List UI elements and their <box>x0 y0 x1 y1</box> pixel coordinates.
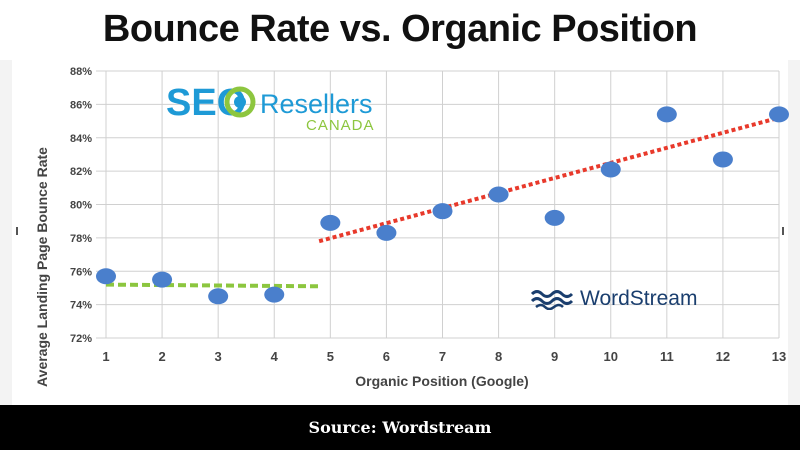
data-point <box>656 106 677 123</box>
x-tick-label: 12 <box>716 349 730 364</box>
source-footer-text: Source: Wordstream <box>308 418 492 437</box>
data-point <box>320 214 341 231</box>
data-point <box>712 151 733 168</box>
frame-edge-left <box>0 60 12 405</box>
scatter-chart: 72%74%76%78%80%82%84%86%88% 1 2 3 4 5 6 7 8 9 10 1… <box>34 66 789 389</box>
wordstream-logo: WordStream <box>530 284 730 314</box>
seo-swirl-icon <box>224 86 256 118</box>
y-tick-label: 86% <box>70 99 92 111</box>
data-point <box>264 286 285 303</box>
seo-resellers-logo: SEO Resellers CANADA <box>166 75 386 135</box>
x-tick-label: 8 <box>495 349 502 364</box>
y-tick-label: 76% <box>70 266 92 278</box>
seo-logo-canada: CANADA <box>306 117 375 134</box>
y-tick-label: 74% <box>70 300 92 312</box>
x-tick-label: 1 <box>102 349 109 364</box>
wordstream-logo-text: WordStream <box>580 287 698 310</box>
trendline-positions-5-13 <box>318 115 780 244</box>
data-point <box>152 271 173 288</box>
y-tick-label: 88% <box>70 66 92 78</box>
data-point <box>544 209 565 226</box>
y-tick-label: 84% <box>70 133 92 145</box>
data-point <box>769 106 789 123</box>
trendline-positions-1-4 <box>105 282 320 289</box>
data-point <box>600 161 621 178</box>
y-tick-label: 80% <box>70 200 92 212</box>
seo-swirl-center-icon <box>234 96 246 108</box>
x-axis-label: Organic Position (Google) <box>355 373 528 389</box>
edge-tick-right <box>782 227 784 235</box>
points-layer <box>96 106 789 305</box>
trendline-layer <box>105 115 780 289</box>
x-tick-label: 10 <box>604 349 618 364</box>
x-tick-label: 4 <box>271 349 279 364</box>
y-tick-label: 72% <box>70 333 92 345</box>
edge-tick-left <box>16 227 18 235</box>
x-tick-label: 6 <box>383 349 390 364</box>
data-point <box>432 203 453 220</box>
grid-layer <box>96 70 780 339</box>
data-point <box>208 288 229 305</box>
x-tick-label: 5 <box>327 349 334 364</box>
x-tick-label: 13 <box>772 349 786 364</box>
data-point <box>96 268 116 285</box>
seo-logo-resellers: Resellers <box>260 89 373 119</box>
x-tick-labels: 1 2 3 4 5 6 7 8 9 10 11 12 13 <box>102 349 786 364</box>
y-tick-label: 78% <box>70 233 92 245</box>
x-tick-label: 7 <box>439 349 446 364</box>
frame-edge-right <box>788 60 800 405</box>
data-point <box>376 224 397 241</box>
y-tick-labels: 72% 74% 76% 78% 80% 82% 84% 86% 88% <box>70 66 92 345</box>
chart-title: Bounce Rate vs. Organic Position <box>102 8 698 50</box>
wordstream-wave-icon <box>530 290 574 310</box>
x-tick-label: 9 <box>551 349 558 364</box>
y-axis-label: Average Landing Page Bounce Rate <box>34 147 50 387</box>
data-point <box>488 186 509 203</box>
source-footer: Source: Wordstream <box>0 405 800 450</box>
x-tick-label: 2 <box>158 349 165 364</box>
x-tick-label: 11 <box>660 349 674 364</box>
x-tick-label: 3 <box>215 349 222 364</box>
y-tick-label: 82% <box>70 166 92 178</box>
